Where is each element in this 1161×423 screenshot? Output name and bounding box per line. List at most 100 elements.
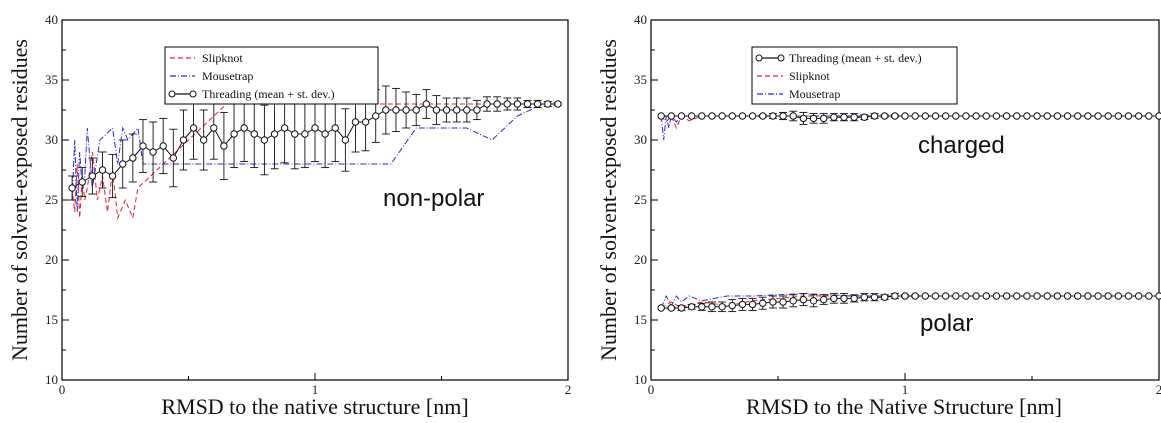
threading-point [372, 112, 380, 120]
mousetrap-line [71, 103, 561, 213]
threading-point [941, 112, 950, 120]
threading-point [1053, 112, 1062, 120]
threading-point [199, 136, 208, 144]
right-series-layer [657, 110, 1161, 313]
right-y-axis-title: Number of solvent-exposed residues [596, 39, 621, 361]
threading-point [129, 154, 137, 162]
threading-point [799, 295, 808, 304]
threading-point [1145, 112, 1153, 120]
threading-point [779, 298, 787, 306]
threading-point [708, 112, 716, 120]
threading-point [68, 184, 76, 192]
threading-point [789, 297, 797, 305]
threading-point [667, 304, 676, 312]
threading-point [503, 100, 511, 108]
threading-point [1002, 112, 1011, 120]
threading-point [870, 112, 879, 120]
threading-point [901, 292, 909, 300]
threading-point [891, 292, 899, 300]
threading-point [291, 130, 299, 138]
threading-point [962, 112, 970, 120]
threading-point [220, 142, 228, 150]
x-tick-label: 0 [59, 382, 66, 397]
threading-point [1002, 292, 1011, 300]
threading-point [119, 160, 127, 168]
threading-point [748, 112, 757, 120]
threading-point [361, 118, 370, 126]
threading-point [321, 130, 329, 138]
threading-point [442, 106, 451, 114]
threading-point [1033, 112, 1041, 120]
threading-point [341, 136, 350, 144]
threading-point [728, 301, 736, 310]
threading-point [331, 124, 339, 132]
threading-point [759, 299, 767, 307]
threading-point [840, 294, 848, 303]
threading-point [351, 118, 360, 126]
left-legend-slipknot-label: Slipknot [202, 51, 243, 65]
threading-point [698, 112, 706, 120]
y-tick-label: 30 [634, 132, 647, 147]
threading-point [1104, 112, 1112, 120]
threading-point [1053, 292, 1062, 300]
y-tick-label: 15 [45, 312, 58, 327]
y-tick-label: 15 [634, 312, 647, 327]
right-x-ticks: 0 1 2 [648, 373, 1161, 397]
x-tick-label: 1 [902, 382, 909, 397]
threading-point [1155, 112, 1161, 120]
threading-point [860, 293, 869, 301]
right-legend-threading-marker-a [755, 54, 763, 62]
threading-point [483, 100, 491, 108]
threading-point [992, 112, 1001, 120]
right-legend-mousetrap-label: Mousetrap [789, 87, 840, 101]
threading-point [432, 106, 441, 114]
threading-point [159, 142, 167, 150]
threading-point [422, 100, 431, 108]
threading-point [1013, 112, 1021, 120]
threading-point [911, 112, 919, 120]
threading-point [738, 112, 747, 120]
threading-point [830, 294, 838, 303]
slipknot-line [660, 115, 1159, 130]
threading-point [1063, 112, 1072, 120]
threading-point [210, 124, 218, 132]
y-tick-label: 20 [45, 252, 58, 267]
threading-point [412, 106, 420, 114]
left-chart: 10 15 20 25 30 35 40 0 1 2 Number of solvent-exp… [7, 12, 571, 419]
threading-point [523, 100, 532, 108]
threading-point [544, 100, 552, 108]
left-y-axis-title: Number of solvent-exposed residues [7, 39, 32, 361]
threading-point [280, 124, 289, 132]
threading-point [1124, 112, 1133, 120]
threading-point [179, 136, 188, 144]
threading-point [972, 292, 980, 300]
threading-point [1043, 112, 1051, 120]
threading-point [657, 112, 665, 120]
y-tick-label: 25 [45, 192, 58, 207]
y-tick-label: 35 [45, 72, 58, 87]
left-legend-threading-label: Threading (mean + st. dev.) [202, 87, 335, 101]
threading-point [1074, 292, 1082, 300]
right-chart: 10 15 20 25 30 35 40 0 1 2 Number of solvent-exp… [596, 12, 1161, 419]
left-legend: Slipknot Mousetrap Threading (mean + st.… [164, 46, 379, 105]
threading-point [820, 114, 828, 123]
threading-point [931, 292, 940, 300]
threading-point [189, 124, 198, 132]
threading-point [1155, 292, 1161, 300]
threading-point [402, 106, 410, 114]
y-tick-label: 20 [634, 252, 647, 267]
left-series-layer [68, 85, 562, 220]
y-tick-label: 40 [634, 12, 647, 27]
threading-point [972, 112, 980, 120]
threading-point [1134, 292, 1143, 300]
threading-point [880, 112, 889, 120]
threading-point [677, 304, 686, 312]
threading-point [982, 292, 990, 300]
threading-point [657, 304, 665, 312]
threading-point [1043, 292, 1051, 300]
right-x-axis-title: RMSD to the Native Structure [nm] [746, 394, 1062, 419]
threading-point [1094, 112, 1102, 120]
threading-point [533, 100, 542, 108]
threading-point [911, 292, 919, 300]
